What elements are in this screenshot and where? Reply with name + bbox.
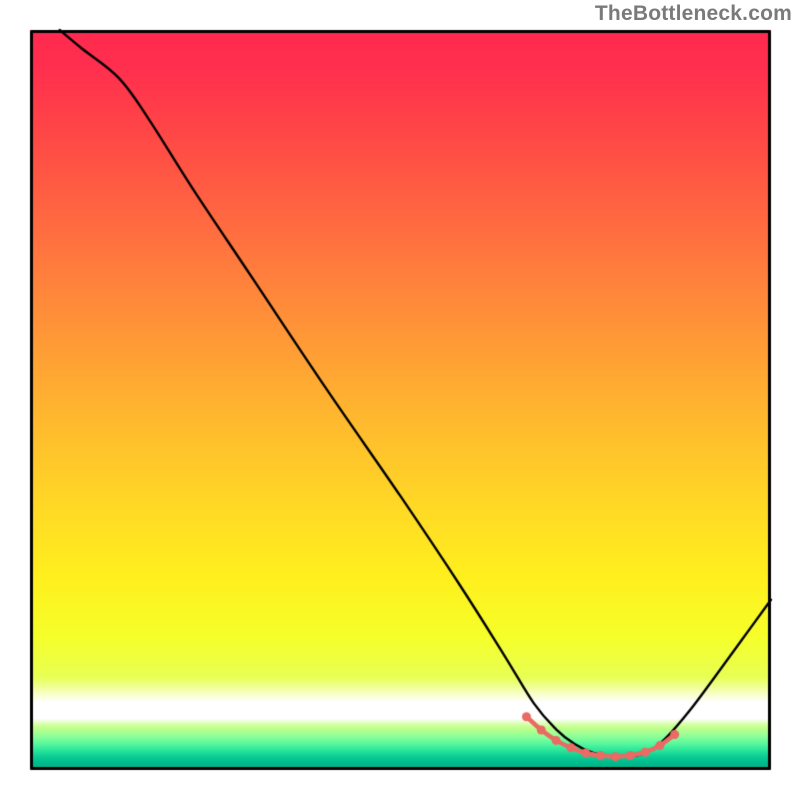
chart-container: TheBottleneck.com xyxy=(0,0,800,800)
watermark-text: TheBottleneck.com xyxy=(595,2,792,26)
bottleneck-chart-canvas xyxy=(0,0,800,800)
